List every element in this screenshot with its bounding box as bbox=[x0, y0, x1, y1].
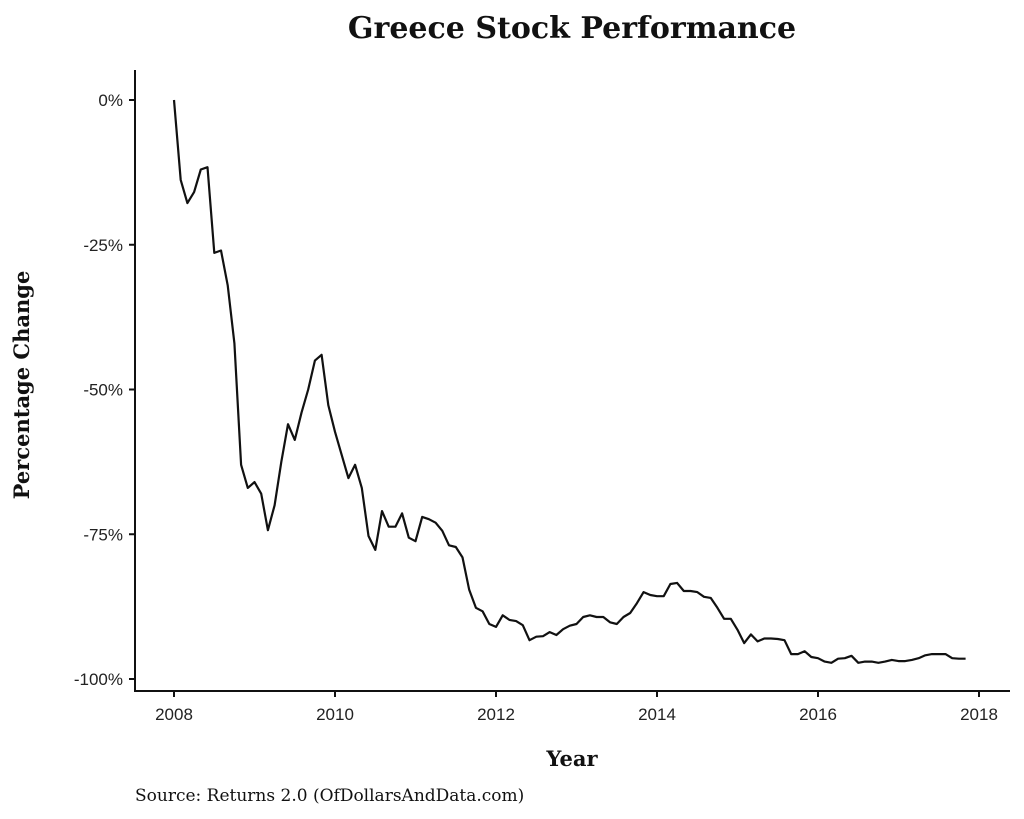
x-tick-label: 2012 bbox=[477, 705, 515, 724]
y-tick-label: -50% bbox=[83, 381, 123, 400]
y-axis-label: Percentage Change bbox=[9, 271, 34, 500]
y-tick-label: -25% bbox=[83, 236, 123, 255]
x-tick-label: 2018 bbox=[960, 705, 998, 724]
series-line-greece bbox=[172, 99, 966, 664]
source-note: Source: Returns 2.0 (OfDollarsAndData.co… bbox=[135, 786, 524, 806]
x-tick-label: 2016 bbox=[799, 705, 837, 724]
x-tick-label: 2010 bbox=[316, 705, 354, 724]
chart-title: Greece Stock Performance bbox=[348, 11, 796, 46]
x-tick-label: 2008 bbox=[155, 705, 193, 724]
y-tick-label: -100% bbox=[74, 670, 123, 689]
x-tick-label: 2014 bbox=[638, 705, 676, 724]
y-tick-label: 0% bbox=[98, 91, 123, 110]
x-axis-label: Year bbox=[545, 746, 598, 771]
y-tick-label: -75% bbox=[83, 525, 123, 544]
